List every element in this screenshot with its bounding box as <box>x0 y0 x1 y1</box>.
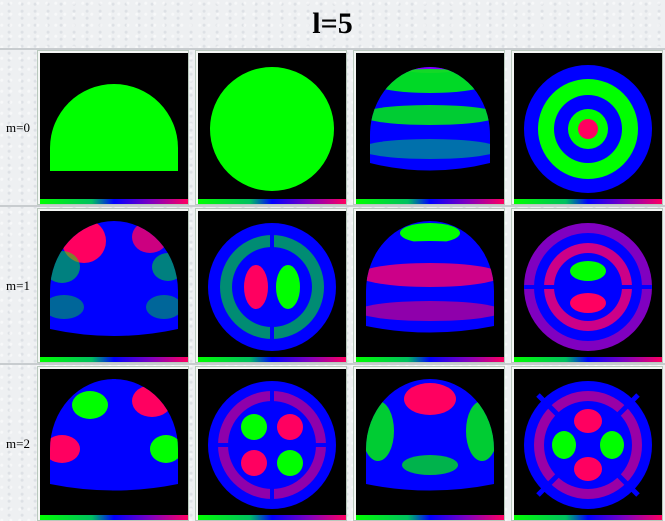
plot-m2-side-shaded <box>353 366 505 521</box>
plot-m1-top-rings <box>511 208 663 363</box>
plot-m1-top-view <box>195 208 347 363</box>
plot-m0-side-view <box>37 50 189 205</box>
plot-m2-side-view <box>37 366 189 521</box>
row-label-m1: m=1 <box>6 278 30 293</box>
plot-m2-top-view <box>195 366 347 521</box>
row-divider <box>0 48 665 50</box>
plot-m1-side-shaded <box>353 208 505 363</box>
row-label-m2: m=2 <box>6 436 30 451</box>
row-label-m0: m=0 <box>6 120 30 135</box>
plot-m0-side-shaded <box>353 50 505 205</box>
plot-m0-top-view <box>195 50 347 205</box>
page-title: l=5 <box>312 7 353 40</box>
row-divider <box>0 363 665 365</box>
plot-m0-top-rings <box>511 50 663 205</box>
plot-m2-top-rings <box>511 366 663 521</box>
plot-m1-side-view <box>37 208 189 363</box>
row-divider <box>0 205 665 207</box>
